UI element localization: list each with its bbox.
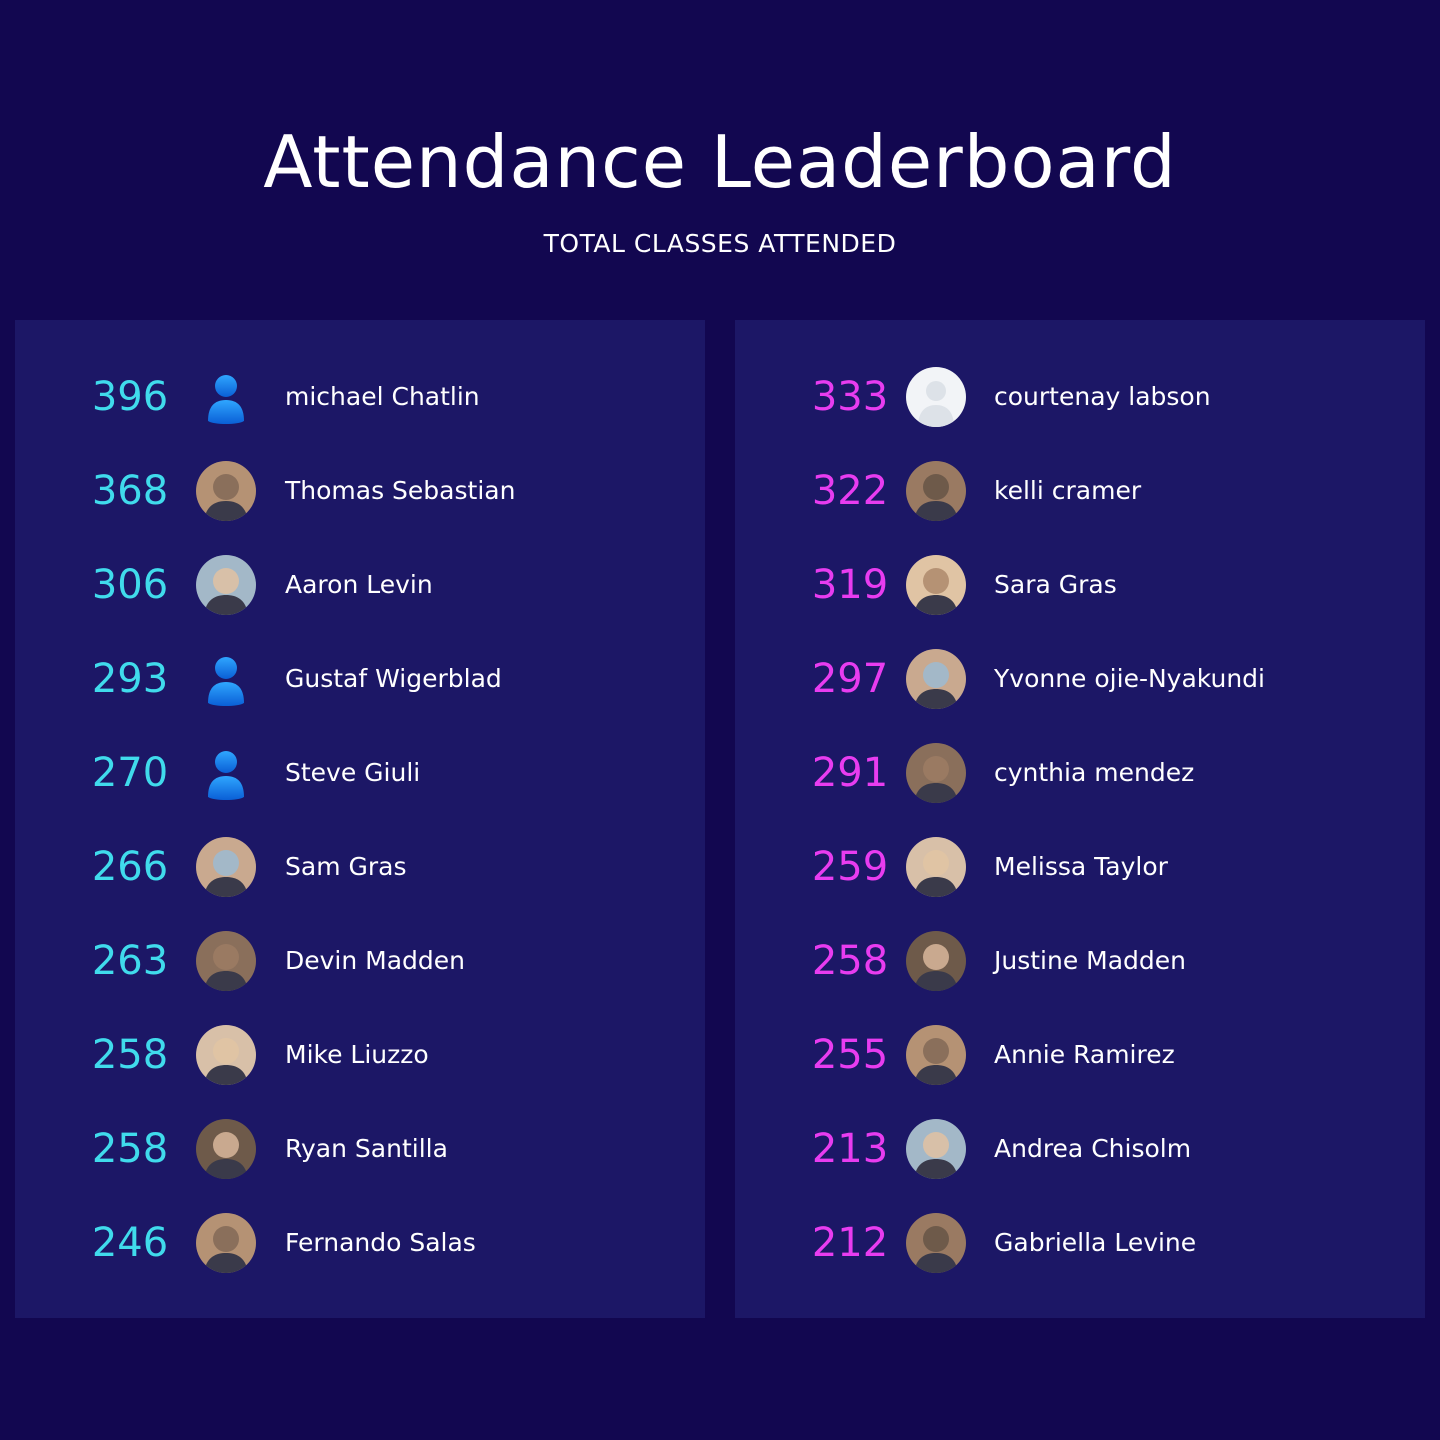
attendance-count: 291	[811, 750, 889, 796]
attendance-count: 333	[811, 374, 889, 420]
attendance-count: 368	[91, 468, 169, 514]
page-subtitle: TOTAL CLASSES ATTENDED	[543, 229, 897, 258]
avatar	[906, 555, 966, 615]
leaderboard-row: 259 Melissa Taylor	[735, 820, 1425, 914]
attendance-count: 270	[91, 750, 169, 796]
attendance-count: 258	[91, 1126, 169, 1172]
member-name: Fernando Salas	[285, 1228, 476, 1257]
default-user-icon	[196, 367, 256, 427]
member-name: Thomas Sebastian	[285, 476, 516, 505]
avatar	[906, 1119, 966, 1179]
member-name: Sam Gras	[285, 852, 407, 881]
leaderboard-row: 306 Aaron Levin	[15, 538, 705, 632]
leaderboard-row: 333 courtenay labson	[735, 350, 1425, 444]
member-name: kelli cramer	[994, 476, 1142, 505]
member-name: Ryan Santilla	[285, 1134, 448, 1163]
blank-silhouette-icon	[906, 367, 966, 427]
attendance-count: 213	[811, 1126, 889, 1172]
leaderboard-row: 297 Yvonne ojie-Nyakundi	[735, 632, 1425, 726]
member-name: Sara Gras	[994, 570, 1117, 599]
member-name: michael Chatlin	[285, 382, 480, 411]
avatar	[906, 461, 966, 521]
member-name: Steve Giuli	[285, 758, 421, 787]
leaderboard-row: 396 michael Chatlin	[15, 350, 705, 444]
leaderboard-row: 293 Gustaf Wigerblad	[15, 632, 705, 726]
member-name: Annie Ramirez	[994, 1040, 1175, 1069]
avatar	[906, 1025, 966, 1085]
member-name: Mike Liuzzo	[285, 1040, 429, 1069]
member-name: Devin Madden	[285, 946, 466, 975]
attendance-count: 322	[811, 468, 889, 514]
leaderboard-row: 246 Fernando Salas	[15, 1196, 705, 1290]
avatar	[196, 931, 256, 991]
leaderboard-row: 258 Mike Liuzzo	[15, 1008, 705, 1102]
leaderboard-row: 319 Sara Gras	[735, 538, 1425, 632]
attendance-count: 319	[811, 562, 889, 608]
avatar	[906, 743, 966, 803]
attendance-count: 212	[811, 1220, 889, 1266]
leaderboard-row: 212 Gabriella Levine	[735, 1196, 1425, 1290]
attendance-count: 297	[811, 656, 889, 702]
leaderboard-row: 255 Annie Ramirez	[735, 1008, 1425, 1102]
attendance-count: 258	[811, 938, 889, 984]
attendance-count: 306	[91, 562, 169, 608]
avatar	[196, 555, 256, 615]
attendance-count: 255	[811, 1032, 889, 1078]
member-name: Justine Madden	[994, 946, 1187, 975]
leaderboard-row: 213 Andrea Chisolm	[735, 1102, 1425, 1196]
leaderboard-panel-left: 396 michael Chatlin 368 Thomas Sebastian 306…	[15, 320, 705, 1318]
attendance-count: 396	[91, 374, 169, 420]
leaderboard-panel-right: 333 courtenay labson 322 kelli cramer 319 Sar…	[735, 320, 1425, 1318]
avatar	[196, 461, 256, 521]
leaderboard-row: 291 cynthia mendez	[735, 726, 1425, 820]
avatar	[906, 837, 966, 897]
avatar	[906, 1213, 966, 1273]
leaderboard-row: 258 Justine Madden	[735, 914, 1425, 1008]
attendance-count: 266	[91, 844, 169, 890]
leaderboard-row: 266 Sam Gras	[15, 820, 705, 914]
member-name: courtenay labson	[994, 382, 1211, 411]
member-name: Andrea Chisolm	[994, 1134, 1192, 1163]
leaderboard-row: 258 Ryan Santilla	[15, 1102, 705, 1196]
attendance-count: 263	[91, 938, 169, 984]
member-name: Aaron Levin	[285, 570, 433, 599]
avatar	[196, 1119, 256, 1179]
avatar	[196, 1213, 256, 1273]
default-user-icon	[196, 649, 256, 709]
avatar	[906, 931, 966, 991]
attendance-count: 258	[91, 1032, 169, 1078]
member-name: Melissa Taylor	[994, 852, 1168, 881]
member-name: Yvonne ojie-Nyakundi	[994, 664, 1265, 693]
avatar	[196, 837, 256, 897]
leaderboard-row: 270 Steve Giuli	[15, 726, 705, 820]
leaderboard-row: 368 Thomas Sebastian	[15, 444, 705, 538]
attendance-count: 246	[91, 1220, 169, 1266]
attendance-count: 259	[811, 844, 889, 890]
avatar	[196, 1025, 256, 1085]
leaderboard-row: 263 Devin Madden	[15, 914, 705, 1008]
leaderboard-row: 322 kelli cramer	[735, 444, 1425, 538]
member-name: Gabriella Levine	[994, 1228, 1197, 1257]
member-name: cynthia mendez	[994, 758, 1195, 787]
member-name: Gustaf Wigerblad	[285, 664, 502, 693]
attendance-count: 293	[91, 656, 169, 702]
page-title: Attendance Leaderboard	[263, 120, 1177, 204]
default-user-icon	[196, 743, 256, 803]
avatar	[906, 649, 966, 709]
